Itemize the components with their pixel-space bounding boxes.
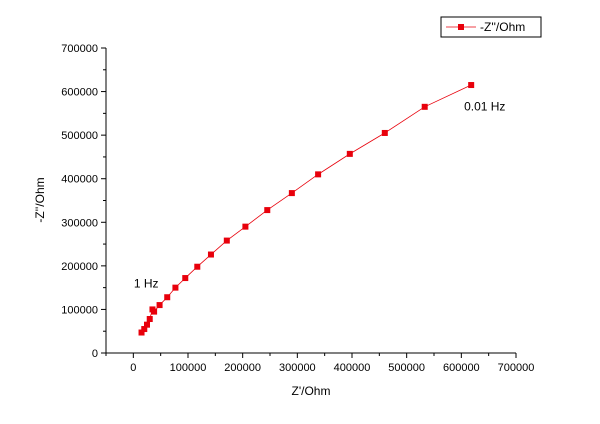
frequency-annotation: 1 Hz [134, 277, 159, 291]
data-point [156, 302, 163, 309]
data-point [194, 263, 201, 270]
x-tick-label: 100000 [170, 362, 207, 374]
data-point [164, 294, 171, 301]
y-tick-label: 500000 [61, 130, 98, 142]
frequency-annotation: 0.01 Hz [464, 100, 505, 114]
legend-marker [458, 24, 464, 30]
data-point [172, 284, 179, 291]
annotation-layer: 1 Hz 0.01 Hz [134, 100, 506, 291]
x-axis-label: Z'/Ohm [292, 384, 331, 398]
x-tick-label: 700000 [498, 362, 535, 374]
data-point [468, 82, 475, 89]
data-point [207, 251, 214, 258]
data-point [182, 275, 189, 282]
data-point [315, 171, 322, 178]
data-point [242, 223, 249, 230]
x-tick-label: 0 [130, 362, 136, 374]
y-axis-label: -Z''/Ohm [33, 177, 47, 222]
data-point [346, 150, 353, 157]
data-point [223, 237, 230, 244]
data-point [264, 207, 271, 214]
legend: -Z''/Ohm [440, 16, 542, 38]
x-tick-label: 500000 [388, 362, 425, 374]
axes: 0 100000 200000 300000 400000 500000 600000 700… [61, 43, 534, 374]
x-tick-label: 600000 [443, 362, 480, 374]
y-tick-label: 400000 [61, 174, 98, 186]
data-point [144, 321, 150, 328]
y-tick-label: 700000 [61, 43, 98, 55]
data-point [288, 190, 295, 197]
data-point [381, 129, 388, 136]
series-layer [138, 82, 475, 336]
y-tick-label: 0 [92, 348, 98, 360]
legend-box [440, 16, 542, 38]
data-point [421, 103, 428, 110]
y-tick-label: 600000 [61, 87, 98, 99]
x-tick-label: 200000 [224, 362, 261, 374]
series-line [141, 84, 472, 333]
y-tick-label: 300000 [61, 217, 98, 229]
legend-label: -Z''/Ohm [480, 20, 525, 34]
data-point [151, 308, 158, 315]
data-point [141, 326, 148, 333]
y-tick-label: 100000 [61, 304, 98, 316]
x-tick-label: 300000 [279, 362, 316, 374]
data-point [146, 316, 153, 323]
y-tick-label: 200000 [61, 261, 98, 273]
data-point [138, 329, 145, 336]
x-tick-label: 400000 [334, 362, 371, 374]
